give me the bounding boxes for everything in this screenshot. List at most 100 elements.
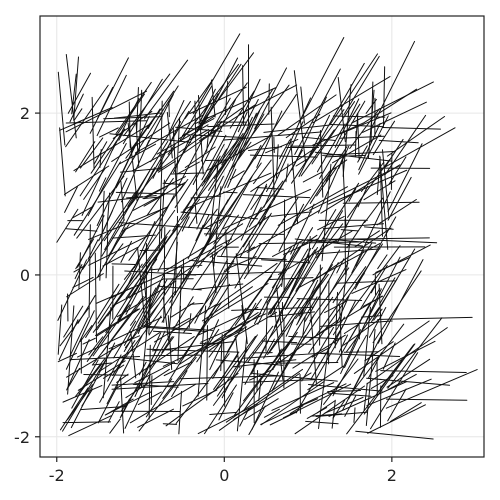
- segment: [365, 329, 376, 426]
- segment: [152, 330, 192, 334]
- segment: [215, 335, 256, 391]
- segment: [216, 255, 287, 261]
- segment: [136, 323, 152, 332]
- segment: [366, 377, 451, 386]
- segment: [263, 124, 329, 133]
- segment: [226, 336, 237, 353]
- segment: [311, 101, 356, 165]
- segment: [68, 415, 112, 437]
- segment: [388, 156, 407, 185]
- segment: [98, 177, 107, 192]
- segment: [236, 84, 290, 156]
- segment: [83, 167, 107, 200]
- segment: [305, 109, 345, 163]
- segment: [229, 170, 245, 181]
- segment: [315, 248, 381, 255]
- segment: [225, 240, 230, 309]
- segment: [104, 170, 151, 251]
- segment: [244, 275, 273, 314]
- segment: [228, 325, 274, 384]
- segment: [196, 63, 242, 133]
- segment: [90, 93, 145, 174]
- segment: [157, 160, 177, 173]
- segment: [162, 296, 170, 342]
- segment: [192, 33, 241, 115]
- segment: [248, 405, 266, 436]
- segment: [250, 147, 316, 193]
- segment: [67, 72, 92, 114]
- segment: [114, 336, 195, 390]
- segment: [78, 252, 81, 290]
- segment: [285, 245, 326, 309]
- segment: [194, 87, 277, 125]
- segment: [317, 215, 345, 231]
- segment: [143, 110, 190, 189]
- x-tick-label: 0: [219, 466, 229, 485]
- segment: [75, 357, 106, 397]
- segment: [343, 55, 380, 116]
- segment: [168, 99, 185, 134]
- segment: [234, 243, 262, 289]
- segment: [294, 68, 341, 155]
- segment: [143, 59, 189, 120]
- segment: [195, 224, 204, 242]
- segment: [178, 305, 182, 322]
- segment: [377, 254, 388, 270]
- segment: [289, 144, 357, 147]
- segment: [309, 146, 348, 204]
- segment: [322, 223, 385, 230]
- segment: [387, 388, 407, 422]
- segment: [234, 311, 278, 337]
- segment: [65, 120, 147, 124]
- segment: [218, 372, 300, 431]
- segment: [372, 120, 396, 156]
- segment: [319, 264, 321, 346]
- segment: [113, 320, 137, 359]
- segment: [138, 89, 143, 154]
- segment: [148, 315, 162, 336]
- segment: [223, 312, 259, 335]
- y-axis-ticks: -2 0 2: [14, 104, 40, 447]
- segment: [337, 76, 346, 143]
- segment: [88, 336, 104, 356]
- segment: [295, 336, 342, 414]
- segment: [309, 165, 400, 211]
- segment: [309, 299, 317, 384]
- segment: [74, 264, 83, 280]
- segment: [328, 381, 408, 417]
- segment: [287, 179, 324, 234]
- segment: [320, 182, 360, 242]
- segment: [370, 352, 419, 430]
- segment: [288, 335, 343, 340]
- segment: [215, 262, 278, 308]
- segment: [103, 116, 163, 120]
- segment: [157, 127, 221, 172]
- segment: [102, 364, 125, 379]
- segment: [290, 138, 299, 225]
- segment: [366, 378, 432, 407]
- segment: [91, 96, 95, 170]
- segment: [379, 277, 396, 305]
- segment: [252, 372, 338, 382]
- segment: [270, 254, 309, 317]
- segment: [315, 411, 368, 418]
- segment: [67, 367, 80, 389]
- segment: [66, 273, 104, 298]
- segment: [367, 404, 426, 434]
- segment: [274, 348, 282, 361]
- segment: [382, 342, 396, 370]
- segment: [111, 382, 209, 390]
- segment: [358, 115, 389, 175]
- segment: [371, 248, 416, 323]
- segment: [97, 272, 132, 324]
- segment: [129, 383, 197, 424]
- segment: [225, 255, 257, 270]
- segment: [335, 280, 396, 284]
- segment: [181, 216, 190, 232]
- segment: [388, 373, 417, 390]
- segment: [263, 121, 304, 208]
- segment: [163, 361, 193, 377]
- segment: [81, 388, 94, 407]
- segment: [269, 277, 314, 280]
- segment: [85, 283, 120, 338]
